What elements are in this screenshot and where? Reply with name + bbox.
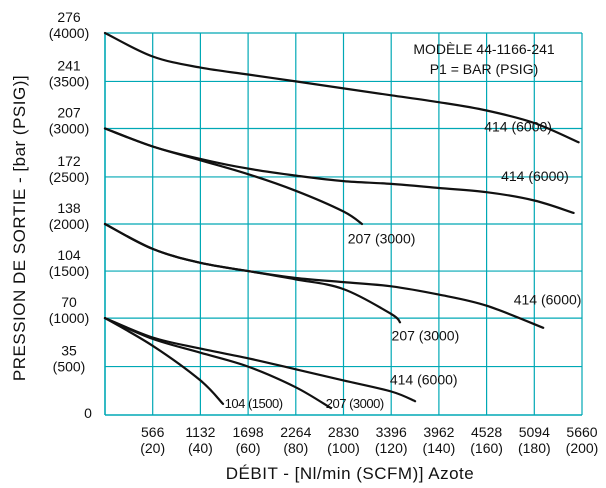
- x-tick: 5660(200): [566, 424, 599, 456]
- y-tick-label: 276: [57, 9, 81, 25]
- y-tick-sublabel: (3000): [49, 121, 89, 137]
- y-tick-label: 241: [57, 57, 81, 73]
- x-tick: 1132(40): [185, 424, 215, 456]
- y-tick-sublabel: (1500): [49, 263, 89, 279]
- x-tick: 4528(160): [470, 424, 503, 456]
- y-tick-labels: 0 35(500) 70(1000) 104(1500) 138(2000) 172(25…: [49, 9, 92, 421]
- x-tick-sublabel: (120): [375, 440, 408, 456]
- y-tick-label: 35: [61, 343, 77, 359]
- curve-label: 414 (6000): [501, 168, 569, 184]
- x-tick-sublabel: (140): [423, 440, 456, 456]
- curve-label: 207 (3000): [326, 396, 384, 411]
- curve-label: 104 (1500): [225, 396, 283, 411]
- y-tick-label: 207: [57, 105, 81, 121]
- y-tick-sublabel: (4000): [49, 25, 89, 41]
- curve-label: 414 (6000): [484, 118, 552, 134]
- y-tick-label: 138: [57, 200, 81, 216]
- y-tick-label: 172: [57, 153, 81, 169]
- x-tick-label: 566: [141, 424, 165, 440]
- y-tick: 276(4000): [49, 9, 89, 41]
- x-tick-sublabel: (60): [236, 440, 261, 456]
- y-tick-sublabel: (1000): [49, 310, 89, 326]
- x-tick-sublabel: (40): [188, 440, 213, 456]
- x-tick-label: 2264: [280, 424, 311, 440]
- y-tick: 104(1500): [49, 247, 89, 279]
- x-tick-label: 4528: [471, 424, 502, 440]
- x-tick-label: 1132: [185, 424, 215, 440]
- series-curve: [103, 127, 364, 226]
- y-tick: 241(3500): [49, 57, 89, 89]
- y-axis-label: PRESSION DE SORTIE - [bar (PSIG)]: [10, 75, 29, 381]
- series-curve: [103, 317, 332, 410]
- curve-label: 414 (6000): [514, 291, 582, 307]
- x-tick: 5094(180): [518, 424, 551, 456]
- x-tick-sublabel: (160): [470, 440, 503, 456]
- curve-annotations: 414 (6000) 414 (6000) 207 (3000) 414 (6000)…: [225, 118, 582, 411]
- series-curve: [103, 31, 580, 144]
- x-tick-label: 5094: [519, 424, 550, 440]
- x-axis-label: DÉBIT - [Nl/min (SCFM)] Azote: [226, 464, 474, 483]
- x-tick-label: 1698: [233, 424, 264, 440]
- series-curves: [103, 31, 580, 410]
- y-tick-sublabel: (500): [53, 359, 86, 375]
- x-tick: 1698(60): [233, 424, 264, 456]
- grid: [104, 32, 583, 416]
- series-curve: [103, 317, 225, 405]
- y-tick: 35(500): [53, 343, 86, 375]
- x-tick-label: 3962: [423, 424, 454, 440]
- x-tick-labels: 566(20) 1132(40) 1698(60) 2264(80) 2830(100)…: [140, 424, 598, 456]
- y-tick-label: 70: [61, 294, 77, 310]
- y-tick: 70(1000): [49, 294, 89, 326]
- y-tick-sublabel: (2000): [49, 216, 89, 232]
- x-tick-sublabel: (200): [566, 440, 599, 456]
- y-tick-label: 104: [57, 247, 81, 263]
- x-tick: 3396(120): [375, 424, 408, 456]
- y-tick: 138(2000): [49, 200, 89, 232]
- y-tick-sublabel: (2500): [49, 169, 89, 185]
- series-curve: [103, 222, 545, 329]
- y-tick: 0: [84, 405, 92, 421]
- x-tick: 566(20): [140, 424, 165, 456]
- y-tick: 207(3000): [49, 105, 89, 137]
- curve-label: 207 (3000): [392, 327, 460, 343]
- x-tick-sublabel: (100): [327, 440, 360, 456]
- x-tick-label: 3396: [376, 424, 407, 440]
- x-tick: 2264(80): [280, 424, 311, 456]
- x-tick-sublabel: (80): [283, 440, 308, 456]
- x-tick-label: 2830: [328, 424, 359, 440]
- y-tick: 172(2500): [49, 153, 89, 185]
- legend: MODÈLE 44-1166-241 P1 = BAR (PSIG): [413, 41, 555, 77]
- y-tick-sublabel: (3500): [49, 73, 89, 89]
- curve-label: 207 (3000): [348, 230, 416, 246]
- x-tick: 3962(140): [423, 424, 456, 456]
- legend-line: P1 = BAR (PSIG): [430, 61, 539, 77]
- x-tick-sublabel: (180): [518, 440, 551, 456]
- series-curve: [103, 222, 402, 324]
- series-curve: [103, 317, 417, 403]
- x-tick: 2830(100): [327, 424, 360, 456]
- x-tick-sublabel: (20): [140, 440, 165, 456]
- legend-line: MODÈLE 44-1166-241: [413, 41, 555, 57]
- curve-label: 414 (6000): [390, 372, 458, 388]
- x-tick-label: 5660: [566, 424, 597, 440]
- y-tick-label: 0: [84, 405, 92, 421]
